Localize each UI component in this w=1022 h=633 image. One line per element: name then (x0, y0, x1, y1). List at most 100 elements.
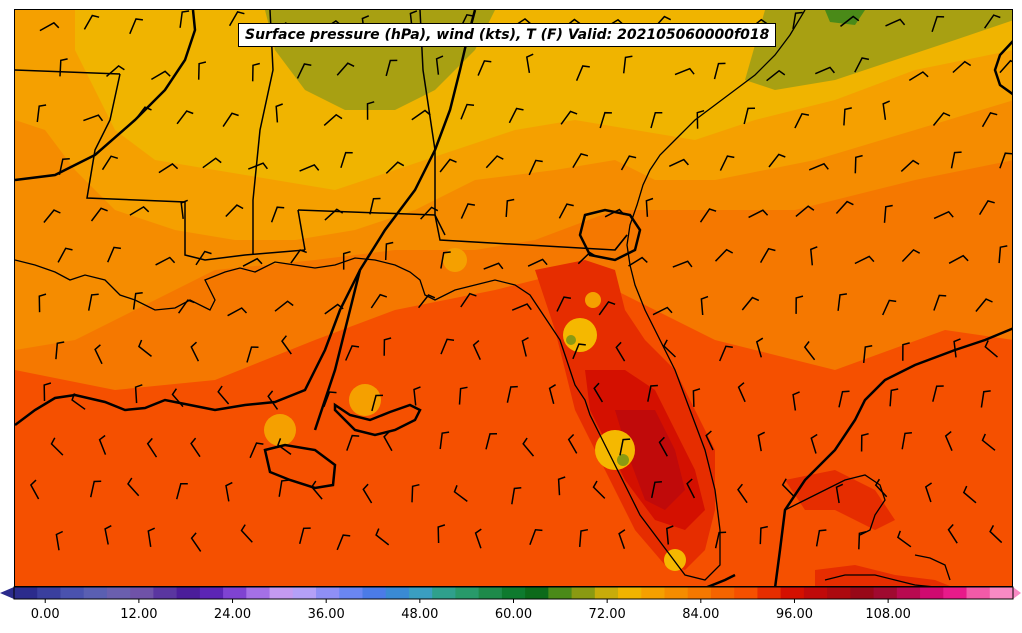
colorbar-tick-label: 48.00 (401, 607, 439, 622)
wind-barb (323, 113, 343, 126)
wind-barb (460, 292, 477, 308)
wind-barb (336, 534, 351, 551)
wind-barb (511, 487, 522, 505)
colorbar-swatch (14, 587, 38, 599)
wind-barb (129, 18, 143, 35)
wind-barb (29, 479, 40, 500)
colorbar-swatch (896, 587, 921, 599)
isobars (15, 10, 1012, 586)
wind-barb (901, 248, 921, 263)
wind-barb (529, 529, 543, 546)
colorbar-swatch (548, 587, 573, 599)
wind-barb (889, 388, 899, 407)
wind-barb (882, 299, 897, 316)
wind-barb (620, 155, 637, 171)
wind-barb (699, 208, 717, 223)
wind-barb (618, 529, 626, 550)
wind-barb (147, 527, 156, 548)
storm-blob (443, 248, 467, 272)
wind-barb (281, 335, 292, 355)
wind-barb (874, 478, 888, 498)
wind-barb (714, 248, 734, 262)
wind-barb (933, 210, 954, 220)
wind-barb (274, 300, 294, 312)
wind-barb (854, 255, 875, 265)
wind-barb (527, 258, 548, 267)
wind-barb (270, 206, 285, 223)
wind-barb (251, 62, 260, 82)
storm-blob (349, 384, 381, 416)
wind-barb (768, 153, 786, 168)
colorbar-swatch (478, 587, 503, 599)
wind-barb (58, 158, 70, 175)
wind-barb (843, 107, 852, 126)
wind-barb (808, 162, 829, 171)
colorbar-swatch (153, 587, 178, 599)
storm-blob (264, 414, 296, 446)
wind-barb (190, 341, 200, 362)
wind-barb (598, 301, 616, 316)
colorbar-swatch (408, 587, 433, 599)
colorbar-swatch (780, 587, 805, 599)
colorbar-tick-label: 60.00 (494, 607, 533, 622)
colorbar-ticks (44, 599, 889, 603)
wind-barb (299, 163, 320, 172)
wind-barb (248, 162, 268, 170)
wind-barb (815, 66, 835, 75)
wind-barb (197, 61, 207, 80)
wind-barb (984, 340, 998, 358)
colorbar-swatch (734, 587, 759, 599)
wind-barb (686, 478, 696, 499)
wind-barb (190, 532, 202, 552)
wind-barb (290, 249, 307, 264)
wind-barb (792, 391, 800, 411)
wind-barb (696, 109, 705, 129)
storm-blob (563, 318, 597, 352)
wind-barb (766, 69, 786, 82)
wind-barb (662, 339, 677, 358)
wind-barb (593, 382, 604, 403)
wind-barb (741, 296, 760, 311)
title-box: Surface pressure (hPa), wind (kts), T (F… (238, 23, 777, 47)
wind-barb (983, 14, 1001, 29)
wind-barb (860, 432, 869, 452)
wind-barb (158, 163, 179, 174)
wind-barb (227, 307, 248, 317)
wind-barb (298, 527, 311, 544)
wind-barb (668, 158, 689, 167)
colorbar-swatch (269, 587, 294, 599)
wind-barb (901, 431, 912, 450)
wind-barb (858, 530, 867, 550)
wind-barb (931, 15, 945, 33)
colorbar-swatch (385, 587, 410, 599)
wind-barb (485, 155, 504, 169)
wind-barb (700, 295, 709, 316)
wind-barb (225, 481, 233, 502)
wind-barb (854, 57, 870, 73)
wind-barb (179, 10, 190, 28)
wind-barb (246, 346, 259, 363)
wind-barb (674, 67, 695, 76)
wind-barb (981, 112, 998, 128)
wind-barb (862, 345, 873, 363)
wind-barb (835, 483, 844, 504)
wind-barb (460, 103, 475, 120)
wind-barb (837, 293, 848, 311)
colorbar-swatch (966, 587, 991, 599)
wind-barb (134, 384, 143, 404)
wind-barb (810, 433, 818, 454)
wind-barb (511, 303, 532, 311)
wind-barb (714, 531, 727, 549)
colorbar-swatch (827, 587, 851, 599)
wind-barb (366, 101, 375, 120)
wind-barb (440, 338, 455, 355)
wind-barb (810, 246, 818, 266)
wind-barb (650, 481, 662, 499)
wind-barb (885, 18, 906, 27)
colorbar-swatches (0, 586, 1021, 600)
wind-barb (240, 524, 253, 543)
wind-barb (362, 483, 373, 504)
wind-barb (567, 433, 578, 454)
wind-barb (989, 525, 1003, 544)
colorbar-swatch (641, 587, 666, 599)
